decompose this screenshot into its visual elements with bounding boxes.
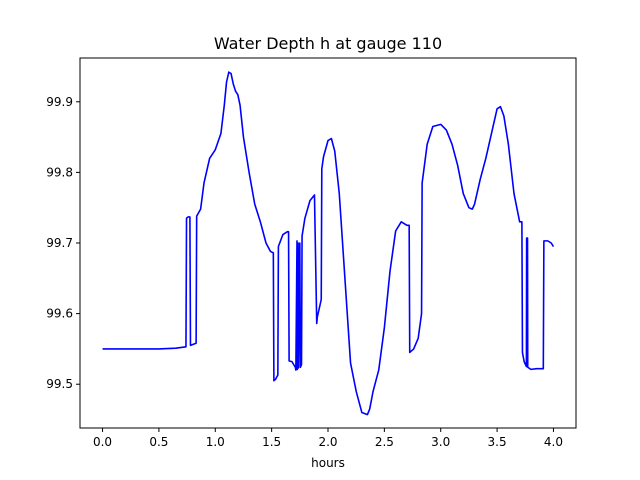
- x-tick-label: 0.0: [93, 435, 112, 449]
- x-tick-label: 2.5: [375, 435, 394, 449]
- series-line-0: [102, 71, 555, 416]
- x-axis: 0.0 0.5 1.0 1.5 2.0 2.5 3.0 3.5 4.0: [93, 428, 563, 449]
- x-tick-label: 3.5: [488, 435, 507, 449]
- x-tick-label: 2.0: [318, 435, 337, 449]
- x-tick-label: 1.5: [262, 435, 281, 449]
- y-tick-label: 99.7: [46, 236, 73, 250]
- y-axis: 99.5 99.6 99.7 99.8 99.9: [46, 95, 80, 391]
- chart-title: Water Depth h at gauge 110: [214, 34, 442, 53]
- y-tick-label: 99.6: [46, 307, 73, 321]
- y-tick-label: 99.8: [46, 165, 73, 179]
- x-tick-label: 4.0: [544, 435, 563, 449]
- x-tick-label: 0.5: [149, 435, 168, 449]
- y-tick-label: 99.9: [46, 95, 73, 109]
- series-layer: [102, 71, 555, 416]
- x-axis-label: hours: [311, 456, 345, 470]
- x-tick-label: 3.0: [431, 435, 450, 449]
- x-tick-label: 1.0: [206, 435, 225, 449]
- y-tick-label: 99.5: [46, 377, 73, 391]
